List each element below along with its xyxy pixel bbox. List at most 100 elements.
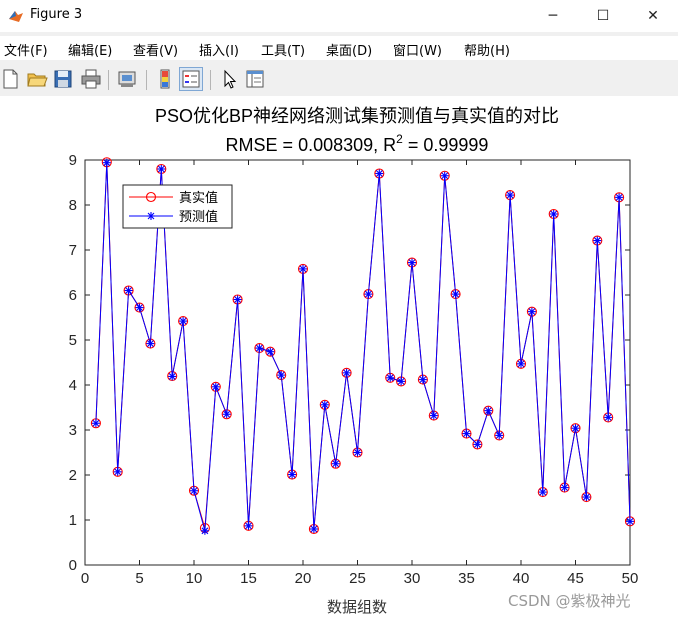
x-tick-label: 15 [240, 570, 257, 587]
data-point-predicted [397, 377, 406, 386]
data-point-predicted [495, 431, 504, 440]
series-line-2 [95, 162, 631, 531]
data-point-predicted [146, 339, 155, 348]
menu-desktop[interactable]: 桌面(D) [326, 44, 373, 59]
property-inspector-icon[interactable] [244, 68, 266, 90]
menu-insert[interactable]: 插入(I) [199, 44, 239, 59]
data-point-predicted [418, 375, 427, 384]
y-tick-label: 8 [69, 197, 77, 214]
subtitle-suffix: = 0.99999 [403, 135, 489, 155]
menu-edit[interactable]: 编辑(E) [68, 44, 113, 59]
data-point-predicted [473, 440, 482, 449]
data-point-predicted [320, 400, 329, 409]
star-stroke [375, 170, 383, 177]
star-stroke [386, 374, 394, 382]
menu-view[interactable]: 查看(V) [133, 44, 179, 59]
close-icon: ✕ [647, 8, 659, 24]
toolbar-separator [108, 70, 109, 90]
star-stroke [408, 259, 416, 266]
data-point-predicted [364, 290, 373, 299]
data-point-actual [472, 439, 483, 450]
toolbar [0, 64, 678, 94]
subtitle-superscript: 2 [396, 132, 403, 146]
y-tick-label: 3 [69, 422, 77, 439]
pointer-icon[interactable] [218, 68, 240, 90]
menu-window[interactable]: 窗口(W) [393, 44, 442, 59]
x-tick-label: 35 [458, 570, 475, 587]
star-stroke [354, 449, 361, 456]
x-tick-label: 0 [81, 570, 89, 587]
colorbar-icon[interactable] [154, 68, 176, 90]
star-stroke [92, 419, 100, 427]
new-file-icon[interactable] [0, 68, 22, 90]
star-stroke [430, 412, 438, 419]
maximize-button[interactable]: ☐ [578, 0, 628, 32]
star-stroke [103, 159, 111, 167]
data-point-predicted [91, 419, 100, 428]
star-stroke [125, 287, 132, 294]
data-point-predicted [342, 368, 351, 377]
data-point-predicted [484, 406, 493, 415]
data-point-predicted [309, 525, 318, 533]
star-stroke [157, 165, 165, 173]
minimize-icon: ─ [548, 8, 558, 24]
data-point-predicted [353, 448, 362, 457]
x-tick-label: 10 [186, 570, 203, 587]
star-stroke [114, 468, 122, 476]
star-stroke [528, 308, 536, 316]
toolbar-separator [210, 70, 211, 90]
window-title-bar: Figure 3 ─ ☐ ✕ [0, 0, 678, 32]
plot-lines [90, 157, 636, 535]
star-stroke [234, 296, 241, 303]
data-point-predicted [244, 521, 253, 530]
star-stroke [365, 290, 372, 298]
save-icon[interactable] [52, 68, 74, 90]
menu-file[interactable]: 文件(F) [4, 44, 48, 59]
star-stroke [397, 378, 405, 385]
star-stroke [179, 317, 187, 325]
star-stroke [495, 432, 503, 439]
data-point-predicted [386, 373, 395, 382]
data-point-predicted [517, 359, 525, 368]
star-stroke [593, 237, 601, 244]
toolbar-separator [146, 70, 147, 90]
maximize-icon: ☐ [596, 8, 610, 24]
star-stroke [201, 527, 209, 535]
x-axis-label: 数据组数 [327, 598, 387, 616]
close-button[interactable]: ✕ [628, 0, 678, 32]
open-folder-icon[interactable] [26, 68, 48, 90]
data-point-actual [483, 405, 494, 416]
legend-marker-circle [145, 191, 157, 203]
menu-tools[interactable]: 工具(T) [261, 44, 306, 59]
data-point-actual [330, 458, 341, 469]
data-point-predicted [408, 258, 416, 267]
data-point-predicted [299, 264, 307, 273]
print-preview-icon[interactable] [116, 68, 138, 90]
data-point-predicted [233, 295, 242, 304]
data-point-actual [134, 302, 145, 313]
star-stroke [561, 484, 568, 491]
subtitle-prefix: RMSE = 0.008309, R [226, 135, 397, 155]
star-stroke [615, 193, 623, 201]
star-stroke [626, 517, 634, 525]
data-point-predicted [615, 193, 624, 202]
y-tick-label: 0 [69, 557, 77, 574]
minimize-button[interactable]: ─ [528, 0, 578, 32]
data-point-predicted [593, 236, 602, 245]
data-point-predicted [626, 517, 634, 526]
data-point-predicted [462, 429, 471, 438]
data-point-predicted [527, 307, 536, 316]
data-point-predicted [538, 488, 547, 497]
star-stroke [572, 424, 579, 432]
star-stroke [604, 414, 612, 421]
print-icon[interactable] [80, 68, 102, 90]
star-stroke [484, 407, 492, 415]
menu-help[interactable]: 帮助(H) [464, 44, 510, 59]
x-tick-label: 20 [295, 570, 312, 587]
data-point-predicted [549, 210, 558, 218]
star-stroke [212, 383, 220, 391]
data-point-predicted [277, 371, 286, 380]
legend-icon[interactable] [179, 67, 203, 91]
data-point-predicted [451, 290, 460, 299]
